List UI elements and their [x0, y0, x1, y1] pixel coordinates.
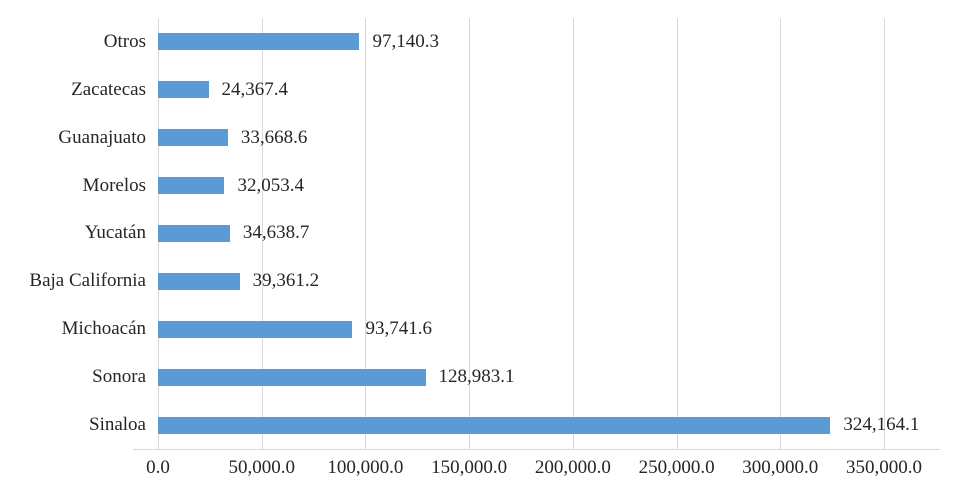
- bar-row: Yucatán 34,638.7: [0, 210, 957, 258]
- value-label: 24,367.4: [221, 78, 289, 100]
- bar-row: Morelos 32,053.4: [0, 162, 957, 210]
- bar: [158, 33, 360, 51]
- category-label: Otros: [103, 30, 146, 52]
- bar: [158, 129, 228, 147]
- x-tick-label: 350,000.0: [846, 457, 922, 478]
- x-axis-line: [133, 449, 940, 450]
- bar-row: Zacatecas 24,367.4: [0, 66, 957, 114]
- bar: [158, 416, 831, 434]
- category-label: Guanajuato: [58, 126, 146, 148]
- value-label: 33,668.6: [240, 126, 308, 148]
- gridline: [884, 18, 885, 449]
- x-tick-label: 300,000.0: [742, 457, 819, 478]
- gridline: [261, 18, 263, 449]
- bar-row: Otros 97,140.3: [0, 18, 957, 66]
- bar-row: Sinaloa 324,164.1: [0, 401, 957, 449]
- value-label: 324,164.1: [843, 414, 920, 436]
- gridline: [676, 18, 678, 449]
- value-label: 128,983.1: [438, 366, 515, 388]
- category-label: Michoacán: [61, 318, 146, 340]
- value-label: 97,140.3: [372, 30, 439, 52]
- x-tick-label: 50,000.0: [228, 457, 295, 478]
- bar-row: Baja California 39,361.2: [0, 257, 957, 305]
- bar-row: Michoacán 93,741.6: [0, 305, 957, 353]
- bar: [158, 224, 230, 242]
- category-label: Morelos: [82, 174, 146, 196]
- x-tick-label: 150,000.0: [431, 457, 508, 478]
- bar: [158, 320, 353, 338]
- gridline: [365, 18, 367, 449]
- x-tick-label: 200,000.0: [534, 457, 611, 478]
- bar: [158, 177, 225, 195]
- value-label: 39,361.2: [252, 270, 320, 292]
- bar: [158, 81, 209, 99]
- x-tick-label: 250,000.0: [638, 457, 715, 478]
- x-tick-label: 100,000.0: [327, 457, 404, 478]
- gridline: [572, 18, 574, 449]
- gridline: [780, 18, 782, 449]
- bar-row: Guanajuato 33,668.6: [0, 114, 957, 162]
- x-tick-label: 0.0: [146, 457, 170, 478]
- category-label: Sinaloa: [89, 414, 146, 436]
- category-label: Yucatán: [84, 222, 146, 244]
- bar-row: Sonora 128,983.1: [0, 353, 957, 401]
- category-label: Zacatecas: [71, 78, 146, 100]
- category-label: Sonora: [92, 366, 146, 388]
- value-label: 32,053.4: [237, 174, 304, 196]
- category-label: Baja California: [29, 270, 146, 292]
- value-label: 34,638.7: [242, 222, 310, 244]
- bar: [158, 272, 240, 290]
- bar: [158, 368, 426, 386]
- gridline: [469, 18, 471, 449]
- value-label: 93,741.6: [365, 318, 432, 340]
